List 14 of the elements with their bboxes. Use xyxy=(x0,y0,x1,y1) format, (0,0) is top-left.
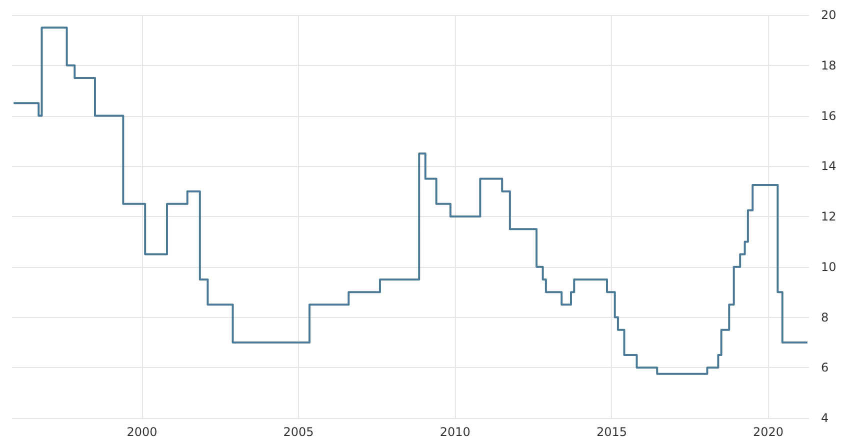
y-tick-label: 16 xyxy=(821,108,836,123)
x-tick-label: 2015 xyxy=(596,425,627,439)
y-tick-label: 6 xyxy=(821,360,829,375)
y-tick-label: 8 xyxy=(821,310,829,324)
y-tick-label: 4 xyxy=(821,411,829,425)
y-tick-label: 18 xyxy=(821,58,836,72)
x-tick-label: 2010 xyxy=(440,425,470,439)
y-tick-label: 12 xyxy=(821,210,836,224)
x-tick-label: 2000 xyxy=(126,425,158,439)
y-tick-label: 14 xyxy=(821,159,836,174)
x-tick-label: 2005 xyxy=(283,425,314,439)
x-tick-label: 2020 xyxy=(753,425,784,439)
y-tick-label: 10 xyxy=(821,260,836,274)
y-tick-label: 20 xyxy=(821,8,836,22)
